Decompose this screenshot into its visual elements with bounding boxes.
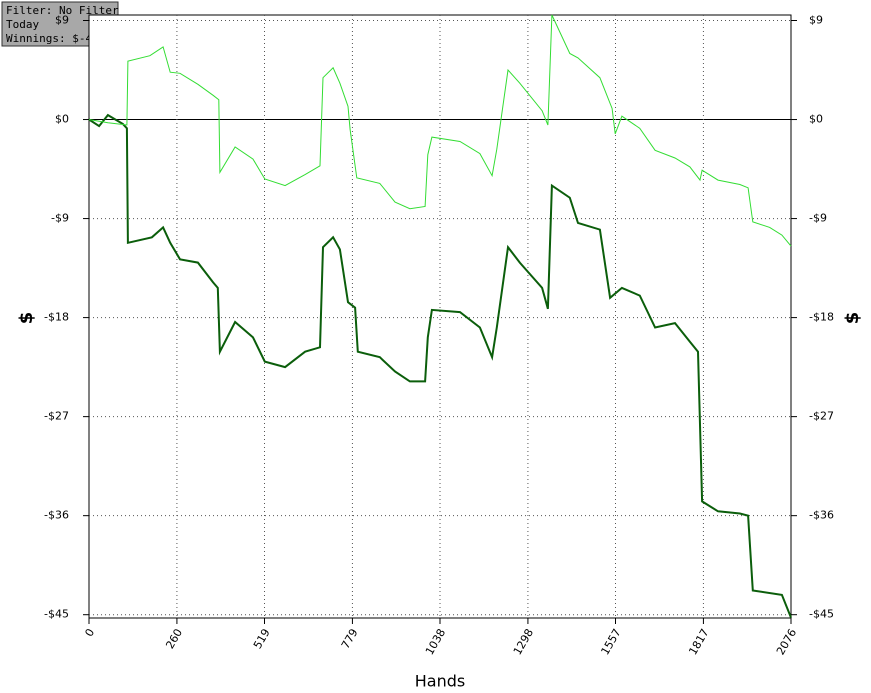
x-tick-label: 1038: [423, 627, 448, 658]
series-line: [88, 113, 792, 618]
y2-tick-label: -$36: [809, 509, 834, 522]
y-tick-label: $9: [55, 14, 69, 27]
y-tick-label: -$18: [44, 311, 69, 324]
x-tick-label: 1817: [686, 627, 711, 658]
y-axis-label: $: [16, 312, 37, 325]
y-tick-label: -$9: [51, 212, 69, 225]
x-tick-label: 260: [163, 627, 185, 652]
y2-tick-label: -$9: [809, 212, 827, 225]
x-tick-label: 519: [251, 627, 273, 652]
y2-tick-label: $0: [809, 113, 823, 126]
x-tick-label: 0: [82, 627, 97, 640]
info-period: Today: [6, 18, 39, 31]
y2-tick-label: $9: [809, 14, 823, 27]
plot-frame: [88, 14, 792, 619]
y2-tick-label: -$45: [809, 608, 834, 621]
y-tick-label: $0: [55, 113, 69, 126]
info-filter: Filter: No Filter: [6, 4, 119, 17]
x-tick-label: 2076: [774, 627, 799, 658]
x-tick-label: 779: [339, 627, 361, 652]
x-axis-label: Hands: [415, 672, 465, 691]
y2-axis-label: $: [842, 312, 863, 325]
x-tick-label: 1557: [598, 627, 623, 658]
x-tick-label: 1298: [511, 627, 536, 658]
y2-tick-label: -$18: [809, 311, 834, 324]
series-line: [88, 14, 792, 247]
y-tick-label: -$45: [44, 608, 69, 621]
y-tick-label: -$36: [44, 509, 69, 522]
y-tick-label: -$27: [44, 410, 69, 423]
y2-tick-label: -$27: [809, 410, 834, 423]
